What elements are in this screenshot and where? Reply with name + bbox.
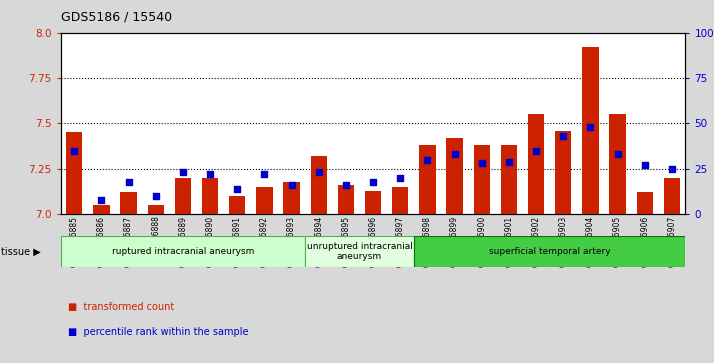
Point [340,182,351,188]
Point [258,171,270,177]
Bar [283,182,300,214]
Bar [582,47,598,214]
Bar [555,131,571,214]
Bar [446,138,463,214]
Point [96,197,107,203]
Point [666,166,678,172]
Bar [365,191,381,214]
Text: ■  percentile rank within the sample: ■ percentile rank within the sample [68,327,248,337]
Text: GDS5186 / 15540: GDS5186 / 15540 [61,11,172,24]
Bar [66,132,82,214]
Point [531,148,542,154]
Bar [256,187,273,214]
Bar [148,205,164,214]
Bar [175,178,191,214]
Point [177,170,188,175]
Point [558,133,569,139]
Bar [419,145,436,214]
Bar [121,192,137,214]
Bar [501,145,517,214]
Point [585,124,596,130]
Point [639,162,650,168]
Point [476,160,488,166]
Bar [202,178,218,214]
Bar [414,236,685,267]
Point [395,175,406,181]
Text: superficial temporal artery: superficial temporal artery [489,247,610,256]
Text: ruptured intracranial aneurysm: ruptured intracranial aneurysm [111,247,254,256]
Text: unruptured intracranial
aneurysm: unruptured intracranial aneurysm [306,242,413,261]
Point [503,159,515,164]
Point [123,179,134,184]
Point [422,157,433,163]
Text: tissue ▶: tissue ▶ [1,246,41,256]
Bar [637,192,653,214]
Point [286,182,297,188]
Bar [528,114,544,214]
Bar [392,187,408,214]
Bar [311,156,327,214]
Point [449,151,461,157]
Text: ■  transformed count: ■ transformed count [68,302,174,312]
Bar [338,185,354,214]
Bar [609,114,625,214]
Point [150,193,161,199]
Bar [664,178,680,214]
Point [69,148,80,154]
Point [204,171,216,177]
Bar [473,145,490,214]
Point [612,151,623,157]
Point [231,186,243,192]
Bar [61,236,305,267]
Bar [229,196,246,214]
Bar [305,236,414,267]
Bar [94,205,109,214]
Point [313,170,324,175]
Point [367,179,378,184]
